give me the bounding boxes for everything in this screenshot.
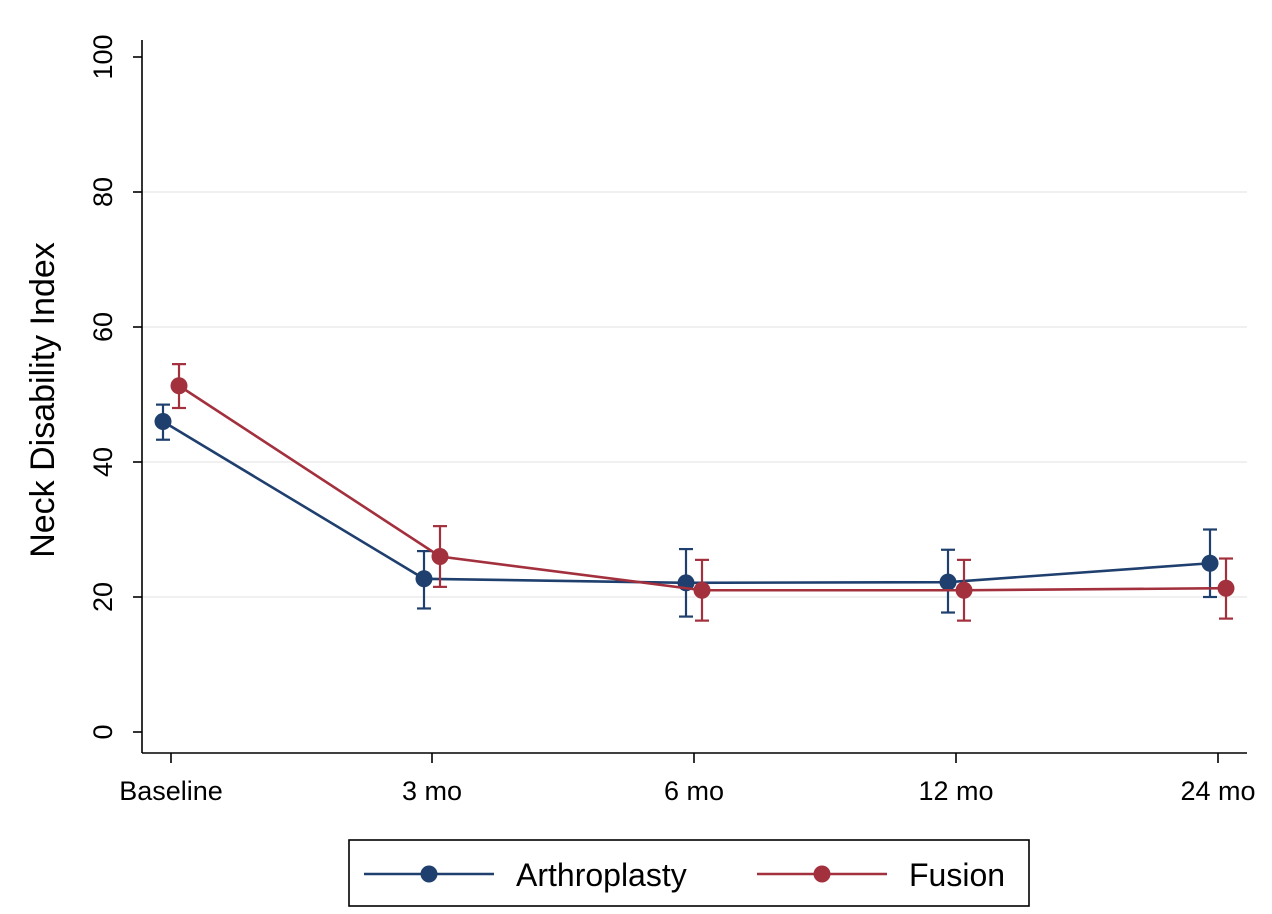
data-point [415, 570, 433, 588]
y-tick-label: 60 [88, 312, 118, 342]
y-tick-label: 0 [88, 724, 118, 739]
y-tick-label: 80 [88, 177, 118, 207]
data-point [154, 413, 172, 430]
y-tick-label: 20 [88, 582, 118, 612]
y-tick-label: 40 [88, 447, 118, 477]
legend: Arthroplasty Fusion [348, 839, 1030, 907]
data-point [939, 573, 957, 591]
axes [141, 40, 1247, 754]
x-ticks: Baseline 3 mo 6 mo 12 mo 24 mo [119, 753, 1256, 806]
data-point [693, 581, 711, 599]
legend-label: Fusion [909, 857, 1005, 893]
series-layer [154, 363, 1235, 622]
data-point [1201, 554, 1219, 572]
x-tick-label: 6 mo [664, 776, 724, 806]
x-tick-label: Baseline [119, 776, 223, 806]
data-point [955, 581, 973, 599]
grid-lines [142, 191, 1247, 598]
y-ticks: 0 20 40 60 80 100 [88, 34, 142, 740]
data-point [431, 548, 449, 565]
legend-label: Arthroplasty [516, 857, 687, 893]
x-tick-label: 24 mo [1180, 776, 1255, 806]
data-point [170, 377, 188, 395]
series-arthroplasty [154, 403, 1219, 618]
legend-item-fusion: Fusion [757, 857, 1005, 893]
x-tick-label: 3 mo [402, 776, 462, 806]
series-fusion [170, 363, 1235, 622]
legend-marker [813, 865, 831, 883]
x-tick-label: 12 mo [918, 776, 993, 806]
legend-item-arthroplasty: Arthroplasty [364, 857, 687, 893]
y-tick-label: 100 [88, 34, 118, 79]
legend-marker [420, 865, 438, 883]
y-axis-title: Neck Disability Index [24, 242, 62, 558]
legend-items: Arthroplasty Fusion [364, 857, 1005, 893]
data-point [1217, 579, 1235, 597]
